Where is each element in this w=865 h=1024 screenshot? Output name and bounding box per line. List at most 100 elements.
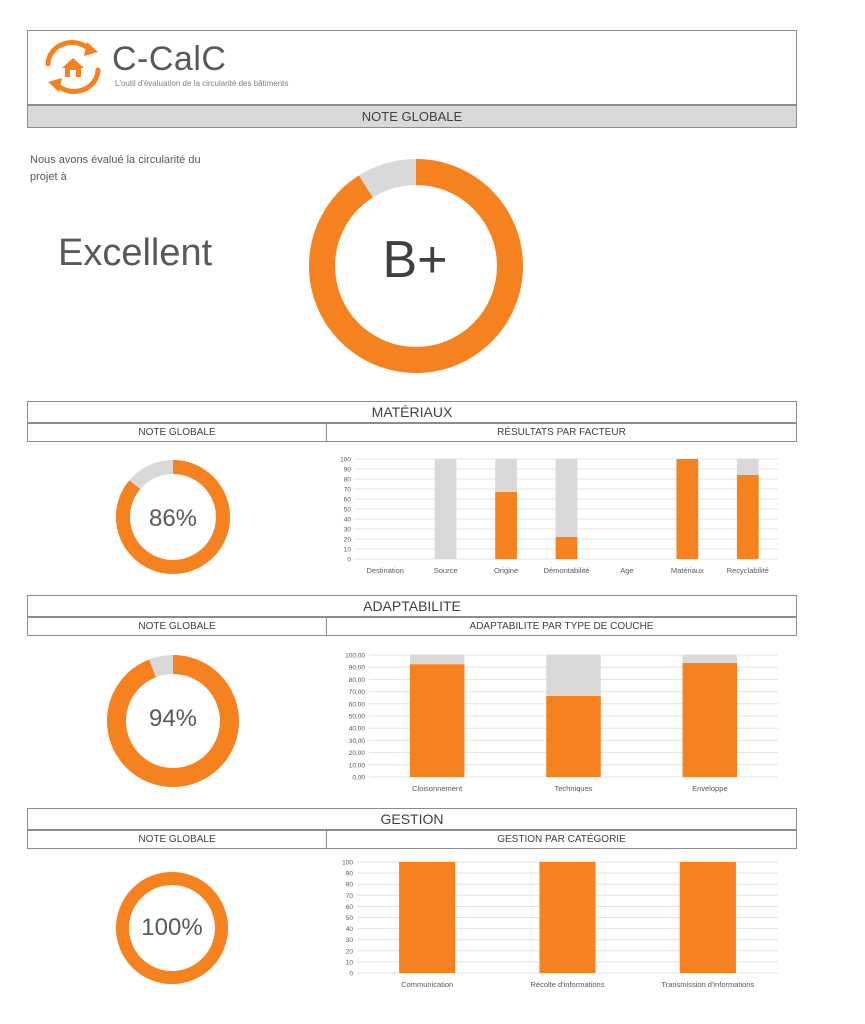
y-tick-label: 20,00	[349, 750, 366, 757]
materiaux-section-title: MATÉRIAUX	[27, 401, 797, 423]
y-tick-label: 60	[346, 904, 354, 911]
materiaux-factor-chart: 0 10 20 30 40 50 60 70 80 90 100 Destination Source O…	[340, 457, 778, 575]
y-tick-label: 0	[349, 971, 353, 978]
y-tick-label: 10	[344, 547, 352, 554]
y-tick-label: 0,00	[352, 775, 365, 782]
gestion-right-header: GESTION PAR CATÉGORIE	[326, 830, 797, 849]
x-category-label: Récolte d'informations	[531, 980, 605, 989]
gestion-right-header-label: GESTION PAR CATÉGORIE	[497, 834, 626, 845]
gestion-section-title: GESTION	[27, 808, 797, 830]
adaptabilite-layer-chart: 0,00 10,00 20,00 30,00 40,00 50,00 60,00 70,00 8…	[345, 653, 778, 793]
y-tick-label: 60,00	[349, 701, 366, 708]
y-tick-label: 90	[346, 871, 354, 878]
house-recycle-logo-icon	[45, 40, 101, 94]
bar-score	[555, 537, 578, 559]
adaptabilite-title: ADAPTABILITE	[363, 598, 461, 614]
y-tick-label: 40	[346, 926, 354, 933]
gestion-donut-arc	[116, 872, 228, 984]
x-category-label: Source	[434, 566, 458, 575]
adaptabilite-percent: 94%	[148, 705, 198, 732]
y-tick-label: 30	[344, 527, 352, 534]
bar-remainder	[409, 655, 465, 665]
y-tick-label: 90	[344, 467, 352, 474]
header-box	[27, 30, 797, 105]
global-score-donut-arc	[309, 159, 523, 373]
intro-text: Nous avons évalué la circularité du proj…	[30, 154, 201, 183]
y-tick-label: 30	[346, 937, 354, 944]
y-tick-label: 100	[342, 860, 353, 867]
bar-score	[399, 862, 456, 973]
y-tick-label: 70	[346, 893, 354, 900]
gestion-left-header-label: NOTE GLOBALE	[138, 834, 216, 845]
bar-score	[539, 862, 596, 973]
y-tick-label: 20	[344, 537, 352, 544]
bar-remainder	[682, 655, 738, 663]
adaptabilite-section-title: ADAPTABILITE	[27, 595, 797, 617]
bar-remainder	[736, 459, 759, 475]
materiaux-donut-arc	[116, 460, 230, 574]
y-tick-label: 90,00	[349, 665, 366, 672]
materiaux-right-header: RÉSULTATS PAR FACTEUR	[326, 423, 797, 442]
y-tick-label: 30,00	[349, 738, 366, 745]
gestion-category-chart: 0 10 20 30 40 50 60 70 80 90 100 Communication Récol…	[342, 860, 778, 989]
bar-remainder	[546, 655, 601, 696]
y-tick-label: 80	[344, 477, 352, 484]
materiaux-left-header-label: NOTE GLOBALE	[138, 427, 216, 438]
adaptabilite-left-header-label: NOTE GLOBALE	[138, 621, 216, 632]
y-tick-label: 50,00	[349, 714, 366, 721]
y-tick-label: 70,00	[349, 689, 366, 696]
bar-score	[736, 475, 759, 559]
adaptabilite-right-header-label: ADAPTABILITE PAR TYPE DE COUCHE	[469, 621, 654, 632]
y-tick-label: 0	[347, 557, 351, 564]
y-tick-label: 10,00	[349, 762, 366, 769]
y-tick-label: 40	[344, 517, 352, 524]
bar-remainder	[555, 459, 578, 537]
x-category-label: Cloisonnement	[412, 784, 463, 793]
x-category-label: Techniques	[555, 784, 593, 793]
x-category-label: Enveloppe	[692, 784, 727, 793]
materiaux-right-header-label: RÉSULTATS PAR FACTEUR	[497, 427, 626, 438]
rating-label: Excellent	[58, 232, 213, 274]
y-tick-label: 70	[344, 487, 352, 494]
y-tick-label: 60	[344, 497, 352, 504]
y-tick-label: 100,00	[345, 653, 365, 660]
x-category-label: Matériaux	[671, 566, 704, 575]
materiaux-left-header: NOTE GLOBALE	[27, 423, 327, 442]
bar-score	[679, 862, 736, 973]
y-tick-label: 40,00	[349, 726, 366, 733]
materiaux-donut	[116, 460, 230, 574]
adaptabilite-right-header: ADAPTABILITE PAR TYPE DE COUCHE	[326, 617, 797, 636]
bar-score	[676, 459, 699, 559]
bar-score	[495, 492, 517, 559]
global-score-band-title: NOTE GLOBALE	[361, 109, 463, 124]
bar-score	[682, 662, 738, 777]
bar-score	[546, 695, 601, 777]
grade-label: B+	[382, 231, 448, 289]
x-category-label: Transmission d'informations	[661, 980, 754, 989]
app-tagline: L'outil d'évaluation de la circularité d…	[115, 79, 289, 88]
y-tick-label: 20	[346, 948, 354, 955]
global-score-band: NOTE GLOBALE	[27, 105, 797, 128]
x-category-label: Origine	[494, 566, 518, 575]
x-category-label: Recyclabilité	[727, 566, 769, 575]
bar-remainder	[495, 459, 517, 492]
gestion-donut	[116, 872, 228, 984]
x-category-label: Age	[620, 566, 633, 575]
gestion-title: GESTION	[380, 811, 444, 827]
gestion-percent: 100%	[141, 914, 203, 941]
bar-remainder	[434, 459, 457, 559]
adaptabilite-left-header: NOTE GLOBALE	[27, 617, 327, 636]
y-tick-label: 100	[340, 457, 351, 464]
adaptabilite-donut-arc	[107, 655, 239, 787]
x-category-label: Destination	[366, 566, 404, 575]
y-tick-label: 10	[346, 959, 354, 966]
gestion-left-header: NOTE GLOBALE	[27, 830, 327, 849]
app-name: C-CalC	[112, 40, 227, 78]
global-score-donut	[309, 159, 523, 373]
y-tick-label: 50	[346, 915, 354, 922]
x-category-label: Communication	[401, 980, 453, 989]
adaptabilite-donut	[107, 655, 239, 787]
bar-score	[409, 664, 465, 777]
y-tick-label: 50	[344, 507, 352, 514]
materiaux-percent: 86%	[148, 505, 198, 532]
